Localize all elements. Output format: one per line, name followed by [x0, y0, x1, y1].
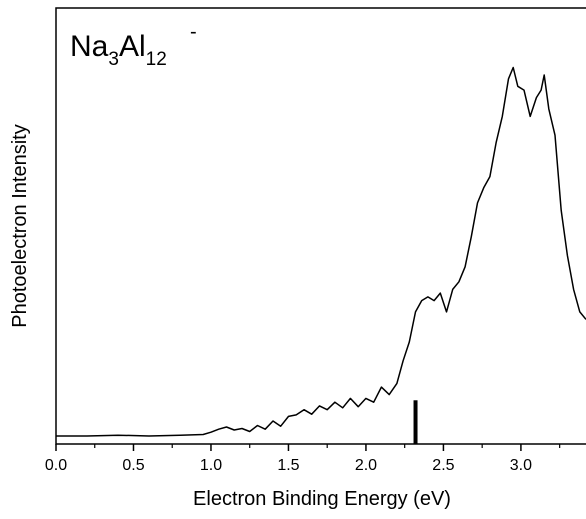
- count2: 12: [146, 49, 167, 70]
- charge-label: -: [190, 21, 197, 43]
- x-axis-title: Electron Binding Energy (eV): [193, 488, 451, 510]
- plot-frame: [55, 7, 586, 445]
- x-tick-label: 1.5: [277, 457, 299, 474]
- photoelectron-spectrum-line: [56, 66, 586, 437]
- species-label: Na3Al12: [70, 30, 167, 70]
- element2: Al: [119, 30, 146, 63]
- x-tick-label: 3.0: [510, 457, 532, 474]
- x-tick-label: 2.0: [355, 457, 377, 474]
- x-tick-label: 0.0: [45, 457, 67, 474]
- plot-area-background: [56, 8, 586, 444]
- vertical-marker-bar: [413, 400, 418, 444]
- x-ticks: 0.0 0.5 1.0 1.5 2.0 2.5 3.0: [45, 444, 561, 474]
- count1: 3: [108, 49, 119, 70]
- y-axis-title: Photoelectron Intensity: [9, 124, 31, 327]
- x-tick-label: 0.5: [122, 457, 144, 474]
- element1: Na: [70, 30, 109, 63]
- x-tick-label: 1.0: [200, 457, 222, 474]
- x-tick-label: 2.5: [432, 457, 454, 474]
